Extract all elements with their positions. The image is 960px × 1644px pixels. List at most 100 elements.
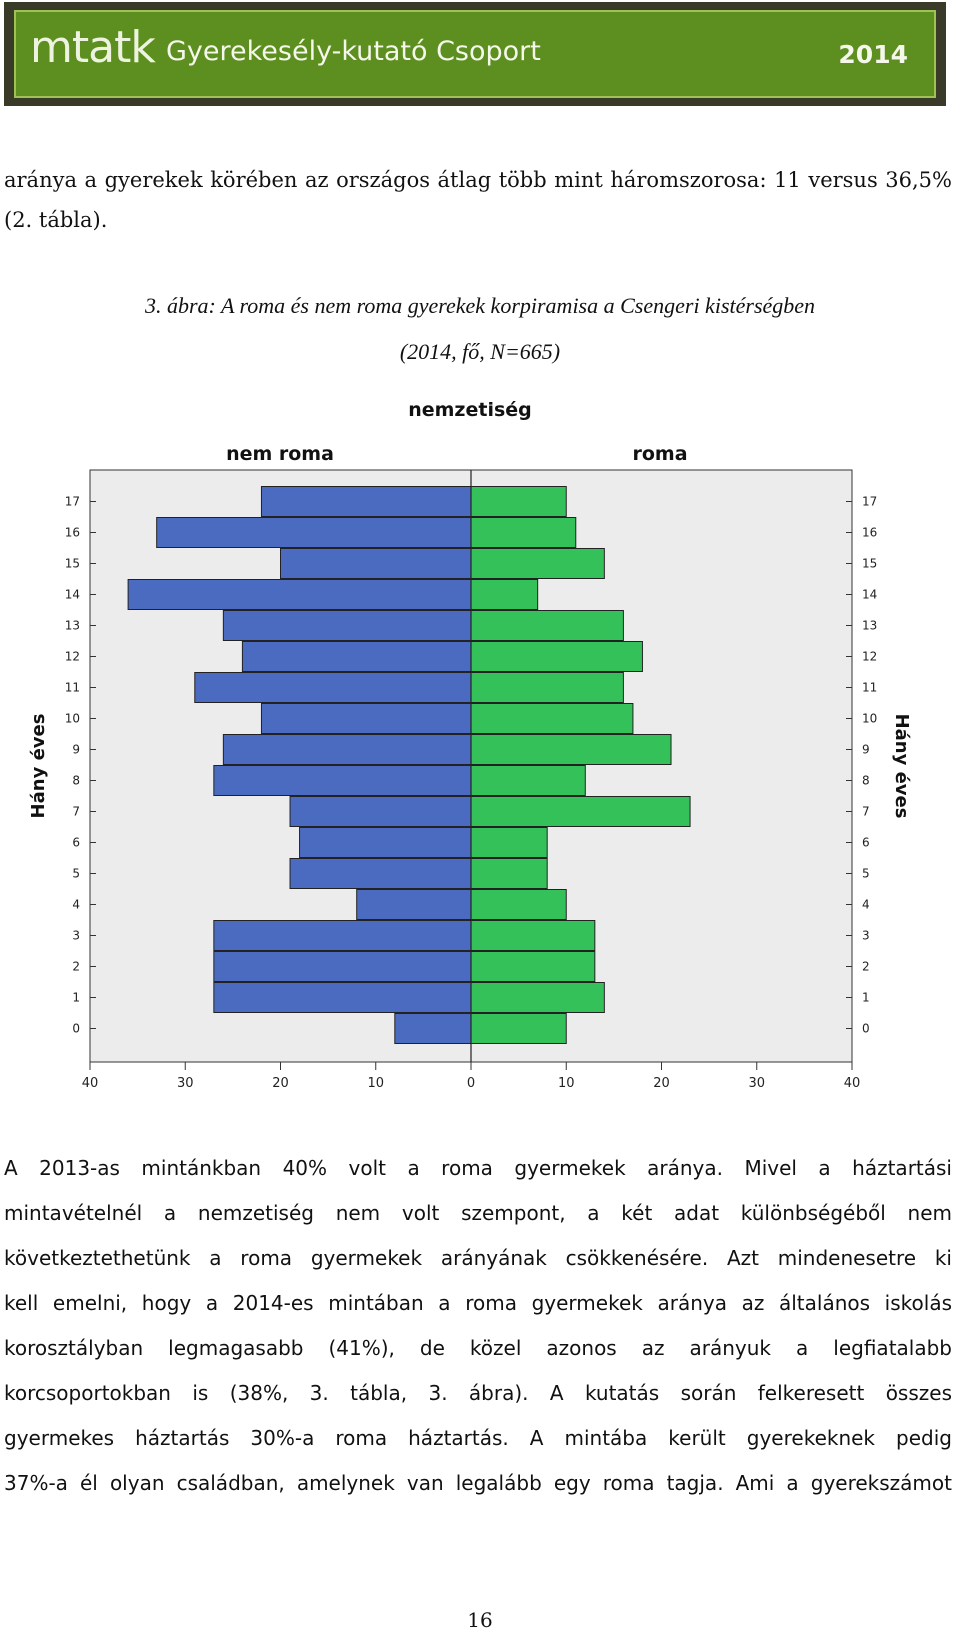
- y-tick-label-right: 2: [862, 960, 870, 974]
- y-tick-label-left: 3: [72, 929, 80, 943]
- bars: [127, 486, 691, 1044]
- bar-nem-roma: [299, 827, 472, 858]
- bar-roma: [470, 517, 577, 548]
- x-tick-label: 10: [367, 1076, 384, 1091]
- x-tick-label: 40: [844, 1076, 861, 1091]
- y-tick-label-right: 12: [862, 650, 877, 664]
- y-tick-label-left: 1: [72, 991, 80, 1005]
- paragraph-line: gyermekes háztartás 30%-a roma háztartás…: [4, 1426, 952, 1450]
- y-tick-label-right: 6: [862, 836, 870, 850]
- body-paragraph: A 2013-as mintánkban 40% volt a roma gye…: [4, 1146, 952, 1506]
- figure-caption-subtitle: (2014, fő, N=665): [399, 339, 561, 364]
- mtatk-logo: mtatk: [30, 22, 156, 73]
- bar-nem-roma: [213, 951, 472, 982]
- bar-roma: [470, 734, 672, 765]
- bar-roma: [470, 1013, 567, 1044]
- y-tick-label-right: 4: [862, 898, 870, 912]
- bar-nem-roma: [289, 796, 472, 827]
- bar-roma: [470, 610, 624, 641]
- bar-nem-roma: [356, 889, 472, 920]
- bar-roma: [470, 951, 596, 982]
- bar-roma: [470, 765, 586, 796]
- x-tick-label: 30: [748, 1076, 765, 1091]
- y-tick-label-left: 0: [72, 1022, 80, 1036]
- y-tick-label-left: 5: [72, 867, 80, 881]
- bar-nem-roma: [241, 641, 472, 672]
- x-tick-label: 40: [82, 1076, 99, 1091]
- bar-nem-roma: [127, 579, 472, 610]
- header-year: 2014: [838, 40, 908, 69]
- page-number: 16: [467, 1608, 493, 1632]
- y-tick-label-left: 4: [72, 898, 80, 912]
- paragraph-line: 37%-a él olyan családban, amelynek van l…: [4, 1471, 952, 1495]
- y-tick-label-left: 6: [72, 836, 80, 850]
- figure-caption: 3. ábra: A roma és nem roma gyerekek kor…: [144, 293, 816, 318]
- bar-nem-roma: [156, 517, 472, 548]
- x-tick-label: 20: [653, 1076, 670, 1091]
- bar-nem-roma: [260, 486, 472, 517]
- x-tick-label: 10: [558, 1076, 575, 1091]
- bar-roma: [470, 548, 605, 579]
- paragraph-line: mintavételnél a nemzetiség nem volt szem…: [4, 1201, 952, 1225]
- paragraph-line: korosztályban legmagasabb (41%), de köze…: [4, 1336, 952, 1360]
- y-tick-label-right: 0: [862, 1022, 870, 1036]
- y-tick-label-right: 1: [862, 991, 870, 1005]
- bar-roma: [470, 827, 548, 858]
- bar-nem-roma: [194, 672, 472, 703]
- y-tick-label-right: 14: [862, 588, 877, 602]
- chart-legend: nem roma roma: [226, 443, 687, 465]
- y-tick-label-right: 11: [862, 681, 877, 695]
- bar-nem-roma: [213, 765, 472, 796]
- bar-roma: [470, 703, 634, 734]
- chart-title: nemzetiség: [408, 399, 532, 421]
- x-tick-label: 20: [272, 1076, 289, 1091]
- x-tick-label: 0: [467, 1076, 475, 1091]
- bar-roma: [470, 579, 539, 610]
- bar-nem-roma: [289, 858, 472, 889]
- paragraph-line: korcsoportokban is (38%, 3. tábla, 3. áb…: [4, 1381, 952, 1405]
- y-tick-label-right: 8: [862, 774, 870, 788]
- y-tick-label-left: 2: [72, 960, 80, 974]
- y-axis-label-right: Hány éves: [891, 714, 912, 819]
- bar-nem-roma: [222, 734, 472, 765]
- bar-nem-roma: [213, 982, 472, 1013]
- y-tick-label-left: 10: [65, 712, 80, 726]
- y-tick-label-right: 3: [862, 929, 870, 943]
- bar-roma: [470, 796, 691, 827]
- y-tick-label-right: 16: [862, 526, 877, 540]
- intro-text: aránya a gyerekek körében az országos át…: [4, 168, 952, 232]
- x-tick-label: 30: [177, 1076, 194, 1091]
- y-tick-label-right: 17: [862, 495, 877, 509]
- y-tick-label-left: 8: [72, 774, 80, 788]
- paragraph-line: A 2013-as mintánkban 40% volt a roma gye…: [4, 1156, 952, 1180]
- y-tick-label-left: 16: [65, 526, 80, 540]
- bar-roma: [470, 982, 605, 1013]
- bar-roma: [470, 672, 624, 703]
- bar-nem-roma: [260, 703, 472, 734]
- x-axis-ticks: 40 30 20 10 0 10 20 30 40: [82, 1062, 861, 1091]
- y-tick-label-right: 15: [862, 557, 877, 571]
- y-tick-label-right: 10: [862, 712, 877, 726]
- y-axis-label-left: Hány éves: [28, 714, 49, 819]
- paragraph-line: kell emelni, hogy a 2014-es mintában a r…: [4, 1291, 952, 1315]
- group-name: Gyerekesély-kutató Csoport: [166, 36, 541, 67]
- paragraph-line: következtethetünk a roma gyermekek arány…: [4, 1246, 952, 1270]
- legend-label-roma: roma: [632, 443, 687, 465]
- population-pyramid-chart: nemzetiség nem roma roma 0 01 12 23 34 45 56 67 7…: [28, 399, 912, 1091]
- y-tick-label-left: 9: [72, 743, 80, 757]
- bar-nem-roma: [280, 548, 472, 579]
- y-tick-label-right: 5: [862, 867, 870, 881]
- header-banner-panel: mtatk Gyerekesély-kutató Csoport 2014: [14, 10, 936, 98]
- y-tick-label-left: 7: [72, 805, 80, 819]
- bar-nem-roma: [222, 610, 472, 641]
- y-tick-label-left: 13: [65, 619, 80, 633]
- y-tick-label-right: 13: [862, 619, 877, 633]
- header-banner: mtatk Gyerekesély-kutató Csoport 2014: [4, 2, 946, 106]
- y-tick-label-left: 14: [65, 588, 80, 602]
- y-tick-label-left: 11: [65, 681, 80, 695]
- bar-roma: [470, 641, 643, 672]
- y-tick-label-left: 17: [65, 495, 80, 509]
- bar-nem-roma: [394, 1013, 472, 1044]
- y-tick-label-left: 15: [65, 557, 80, 571]
